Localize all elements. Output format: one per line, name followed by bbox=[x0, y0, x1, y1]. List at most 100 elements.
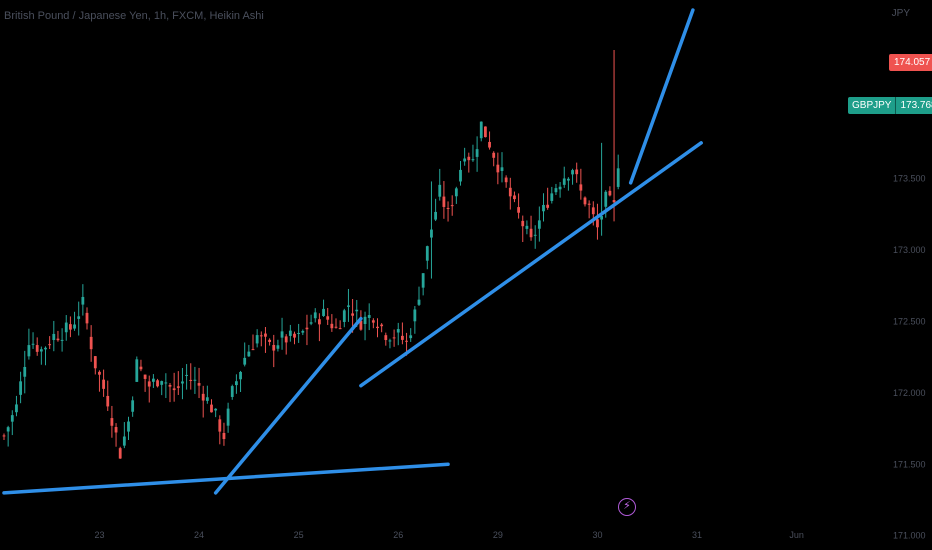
candle bbox=[19, 371, 22, 404]
candle bbox=[550, 186, 554, 204]
candle bbox=[284, 334, 288, 355]
candle bbox=[508, 177, 512, 210]
y-tick-label: 173.000 bbox=[893, 245, 926, 255]
candle bbox=[218, 415, 222, 445]
candle bbox=[64, 315, 68, 341]
candle bbox=[235, 374, 238, 394]
candle bbox=[139, 359, 143, 372]
candle bbox=[143, 374, 147, 392]
candle bbox=[193, 366, 197, 394]
x-tick-label: 30 bbox=[592, 530, 602, 540]
candle bbox=[533, 225, 537, 249]
candle bbox=[259, 331, 263, 347]
candle bbox=[579, 168, 583, 200]
candle bbox=[575, 162, 579, 183]
candle bbox=[417, 286, 421, 306]
candle bbox=[102, 369, 105, 397]
candle bbox=[48, 336, 52, 350]
candle bbox=[185, 364, 188, 390]
y-tick-label: 171.000 bbox=[893, 531, 926, 541]
candle bbox=[98, 370, 101, 392]
candle bbox=[35, 337, 39, 356]
candle bbox=[222, 422, 226, 446]
y-axis: 171.000 171.500 172.000 172.500 173.000 173.5… bbox=[893, 174, 926, 541]
candle bbox=[114, 423, 118, 447]
candle bbox=[272, 334, 276, 368]
candle bbox=[492, 151, 496, 167]
trendline[interactable] bbox=[359, 141, 703, 388]
lightning-bolt-icon[interactable]: ⚡︎ bbox=[618, 498, 636, 516]
candle bbox=[201, 385, 205, 418]
candle bbox=[401, 322, 404, 345]
candle bbox=[409, 328, 413, 342]
candle bbox=[376, 318, 379, 338]
candle bbox=[567, 177, 570, 191]
candle bbox=[425, 245, 429, 270]
symbol-price-tag: GBPJPY 173.768 bbox=[848, 97, 932, 114]
candle bbox=[255, 329, 259, 348]
candle bbox=[197, 367, 201, 399]
candle bbox=[89, 325, 93, 362]
candle bbox=[239, 370, 242, 392]
candle bbox=[367, 303, 371, 331]
candle bbox=[69, 316, 72, 338]
candle bbox=[338, 320, 342, 330]
x-tick-label: 26 bbox=[393, 530, 403, 540]
trendlines[interactable] bbox=[2, 8, 703, 495]
candle bbox=[322, 299, 325, 317]
candle bbox=[583, 196, 587, 207]
trendline[interactable] bbox=[628, 8, 695, 185]
currency-label: JPY bbox=[891, 8, 910, 19]
candle bbox=[488, 131, 491, 150]
candle bbox=[471, 144, 475, 162]
candle bbox=[558, 182, 562, 198]
candle bbox=[27, 328, 31, 360]
candle bbox=[127, 416, 130, 440]
candle bbox=[135, 356, 139, 382]
candle bbox=[305, 314, 309, 346]
candle bbox=[280, 317, 284, 350]
x-axis: 23 24 25 26 29 30 31 Jun bbox=[94, 530, 803, 540]
candle bbox=[176, 371, 180, 395]
x-tick-label: 23 bbox=[94, 530, 104, 540]
candle bbox=[6, 425, 10, 447]
candle bbox=[421, 273, 425, 296]
candle bbox=[517, 193, 520, 219]
candle bbox=[10, 410, 14, 436]
candle bbox=[288, 324, 292, 342]
candle bbox=[172, 372, 176, 402]
candle bbox=[546, 187, 550, 210]
candle bbox=[463, 147, 467, 166]
candle bbox=[521, 215, 525, 243]
candle bbox=[413, 306, 417, 334]
candle bbox=[342, 308, 346, 328]
candle bbox=[152, 374, 155, 388]
candle bbox=[600, 142, 603, 236]
candle bbox=[384, 332, 388, 346]
candles bbox=[2, 50, 620, 459]
candle bbox=[93, 355, 97, 375]
candle bbox=[554, 183, 558, 196]
candle bbox=[251, 334, 255, 351]
candle bbox=[122, 422, 126, 449]
candle bbox=[396, 322, 400, 346]
candle bbox=[160, 380, 164, 396]
candle bbox=[73, 311, 76, 331]
candle bbox=[164, 373, 168, 399]
candle bbox=[23, 350, 27, 394]
candle bbox=[230, 384, 234, 400]
candle bbox=[500, 152, 504, 183]
x-tick-label: 31 bbox=[692, 530, 702, 540]
candle bbox=[587, 200, 591, 219]
y-tick-label: 173.500 bbox=[893, 174, 926, 184]
candle bbox=[247, 344, 251, 357]
candle bbox=[60, 328, 64, 352]
candle bbox=[15, 395, 18, 417]
candle bbox=[496, 152, 500, 185]
trendline[interactable] bbox=[213, 316, 363, 495]
candle bbox=[467, 152, 471, 173]
candle bbox=[39, 346, 43, 365]
candle bbox=[330, 314, 334, 332]
